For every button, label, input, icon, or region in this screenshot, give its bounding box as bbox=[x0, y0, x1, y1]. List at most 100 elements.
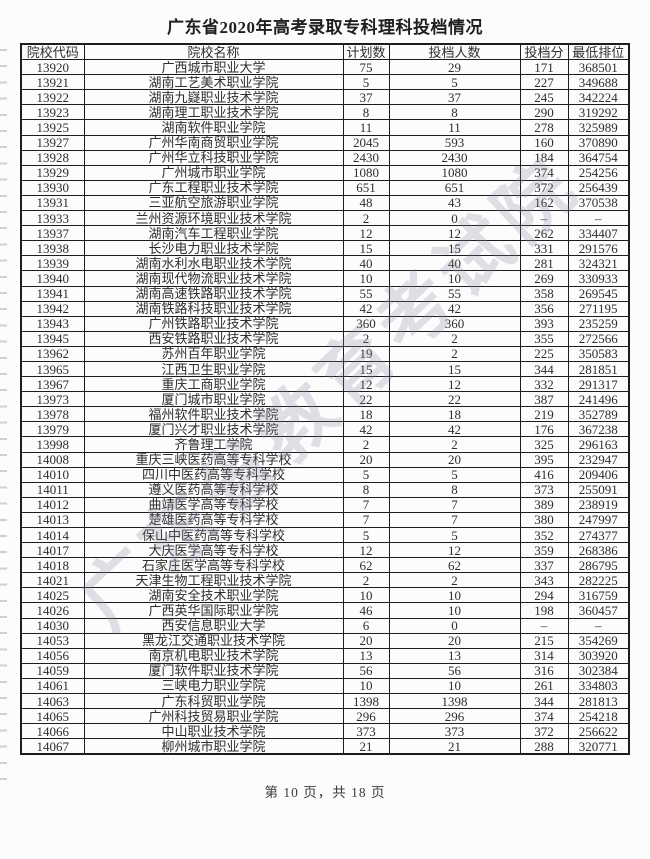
cell-name: 三峡电力职业学院 bbox=[83, 677, 344, 695]
cell-plan: 48 bbox=[342, 194, 390, 212]
table-row: 13925 湖南软件职业学院 11 11 278 325989 bbox=[20, 119, 630, 136]
table-row: 13921 湖南工艺美术职业学院 5 5 227 349688 bbox=[20, 74, 630, 91]
cell-code: 13938 bbox=[20, 240, 85, 257]
cell-rank: 291576 bbox=[567, 240, 630, 257]
cell-rank: 254256 bbox=[567, 164, 630, 181]
table-row: 13931 三亚航空旅游职业学院 48 43 162 370538 bbox=[20, 194, 630, 212]
cell-code: 13930 bbox=[20, 179, 85, 196]
cell-code: 13939 bbox=[20, 255, 85, 272]
cell-name: 天津生物工程职业技术学院 bbox=[83, 572, 344, 589]
cell-code: 14010 bbox=[20, 466, 85, 483]
table-row: 14014 保山中医药高等专科学校 5 5 352 274377 bbox=[20, 526, 630, 544]
cell-name: 楚雄医药高等专科学校 bbox=[83, 511, 344, 529]
cell-name: 湖南现代物流职业技术学院 bbox=[83, 270, 344, 287]
cell-name: 广州城市职业学院 bbox=[83, 164, 344, 181]
cell-plan: 2 bbox=[342, 572, 390, 589]
cell-plan: 1398 bbox=[342, 693, 390, 710]
cell-name: 厦门城市职业学院 bbox=[83, 391, 344, 408]
cell-score: 372 bbox=[519, 723, 569, 740]
cell-name: 西安铁路职业技术学院 bbox=[83, 330, 344, 347]
cell-score: 343 bbox=[519, 572, 569, 589]
cell-applied: 7 bbox=[388, 511, 521, 529]
cell-applied: 12 bbox=[388, 376, 521, 393]
table-row: 14010 四川中医药高等专科学校 5 5 416 209406 bbox=[20, 466, 630, 483]
cell-applied: 8 bbox=[388, 104, 521, 121]
cell-code: 14013 bbox=[20, 511, 85, 529]
cell-rank: 360457 bbox=[567, 602, 630, 619]
table-row: 14013 楚雄医药高等专科学校 7 7 380 247997 bbox=[20, 511, 630, 529]
cell-code: 14011 bbox=[20, 481, 85, 498]
cell-code: 13940 bbox=[20, 270, 85, 287]
cell-score: 325 bbox=[519, 436, 569, 453]
table-row: 13941 湖南高速铁路职业技术学院 55 55 358 269545 bbox=[20, 285, 630, 302]
table-row: 14059 厦门软件职业技术学院 56 56 316 302384 bbox=[20, 662, 630, 679]
cell-rank: 364754 bbox=[567, 149, 630, 166]
cell-plan: 5 bbox=[342, 74, 390, 91]
table-row: 14026 广西英华国际职业学院 46 10 198 360457 bbox=[20, 602, 630, 619]
cell-score: 355 bbox=[519, 330, 569, 347]
cell-name: 大庆医学高等专科学校 bbox=[83, 542, 344, 559]
cell-plan: 8 bbox=[342, 481, 390, 498]
cell-rank: 291317 bbox=[567, 376, 630, 393]
cell-plan: 37 bbox=[342, 89, 390, 106]
header-cell-rank: 最低排位 bbox=[567, 43, 630, 61]
cell-plan: 55 bbox=[342, 285, 390, 302]
cell-applied: 5 bbox=[388, 74, 521, 91]
cell-code: 13928 bbox=[20, 149, 85, 166]
cell-plan: 62 bbox=[342, 557, 390, 574]
cell-plan: 2 bbox=[342, 330, 390, 347]
cell-applied: 5 bbox=[388, 526, 521, 544]
cell-rank: 370890 bbox=[567, 134, 630, 151]
cell-rank: 282225 bbox=[567, 572, 630, 589]
cell-applied: 22 bbox=[388, 391, 521, 408]
cell-applied: 20 bbox=[388, 451, 521, 468]
table-row: 13979 厦门兴才职业技术学院 42 42 176 367238 bbox=[20, 421, 630, 438]
cell-name: 湖南理工职业技术学院 bbox=[83, 104, 344, 121]
cell-rank: – bbox=[567, 617, 630, 634]
table-row: 14030 西安信息职业大学 6 0– – bbox=[20, 617, 630, 634]
cell-name: 长沙电力职业技术学院 bbox=[83, 240, 344, 257]
cell-name: 湖南工艺美术职业学院 bbox=[83, 74, 344, 91]
cell-score: 393 bbox=[519, 315, 569, 332]
cell-code: 13998 bbox=[20, 436, 85, 453]
cell-rank: 296163 bbox=[567, 436, 630, 453]
cell-plan: 6 bbox=[342, 617, 390, 634]
table-row: 14011 遵义医药高等专科学校 8 8 373 255091 bbox=[20, 481, 630, 498]
cell-applied: 62 bbox=[388, 557, 521, 574]
cell-name: 湖南铁路科技职业技术学院 bbox=[83, 300, 344, 317]
cell-score: 332 bbox=[519, 376, 569, 393]
cell-name: 广东科贸职业学院 bbox=[83, 693, 344, 710]
cell-rank: 370538 bbox=[567, 194, 630, 212]
cell-applied: 5 bbox=[388, 466, 521, 483]
cell-plan: 8 bbox=[342, 104, 390, 121]
cell-applied: 12 bbox=[388, 225, 521, 242]
cell-name: 湖南软件职业学院 bbox=[83, 119, 344, 136]
cell-code: 13937 bbox=[20, 225, 85, 242]
table-row: 13922 湖南九嶷职业技术学院 37 37 245 342224 bbox=[20, 89, 630, 106]
cell-applied: 10 bbox=[388, 270, 521, 287]
cell-plan: 42 bbox=[342, 421, 390, 438]
cell-applied: 15 bbox=[388, 360, 521, 378]
cell-applied: 21 bbox=[388, 738, 521, 755]
table-row: 13933 兰州资源环境职业技术学院 2 0– – bbox=[20, 210, 630, 227]
cell-rank: 325989 bbox=[567, 119, 630, 136]
table-row: 13927 广州华南商贸职业学院 2045 593 160 370890 bbox=[20, 134, 630, 151]
table-row: 13942 湖南铁路科技职业技术学院 42 42 356 271195 bbox=[20, 300, 630, 317]
cell-applied: 10 bbox=[388, 587, 521, 604]
cell-code: 13923 bbox=[20, 104, 85, 121]
table-row: 13973 厦门城市职业学院 22 22 387 241496 bbox=[20, 391, 630, 408]
cell-code: 14056 bbox=[20, 647, 85, 664]
cell-applied: 56 bbox=[388, 662, 521, 679]
cell-code: 13933 bbox=[20, 210, 85, 227]
cell-score: 294 bbox=[519, 587, 569, 604]
cell-rank: 286795 bbox=[567, 557, 630, 574]
cell-plan: 56 bbox=[342, 662, 390, 679]
cell-rank: 316759 bbox=[567, 587, 630, 604]
cell-rank: 354269 bbox=[567, 632, 630, 649]
cell-score: 374 bbox=[519, 708, 569, 725]
cell-applied: 2 bbox=[388, 572, 521, 589]
cell-rank: 269545 bbox=[567, 285, 630, 302]
table-row: 13962 苏州百年职业学院 19 2 225 350583 bbox=[20, 345, 630, 362]
cell-code: 14063 bbox=[20, 693, 85, 710]
cell-rank: 367238 bbox=[567, 421, 630, 438]
